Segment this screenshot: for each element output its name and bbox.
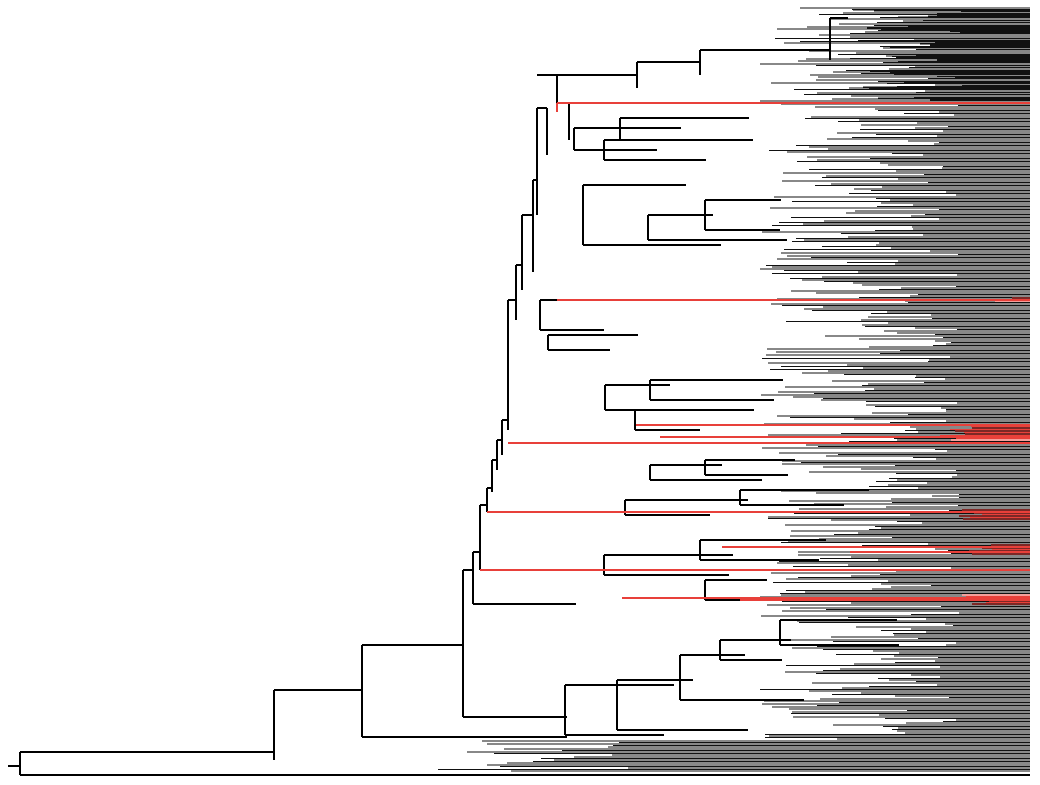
highlighted-branches-layer xyxy=(480,102,1030,605)
tip-branches-layer xyxy=(438,7,1030,772)
internal-branches-layer xyxy=(8,17,1030,776)
